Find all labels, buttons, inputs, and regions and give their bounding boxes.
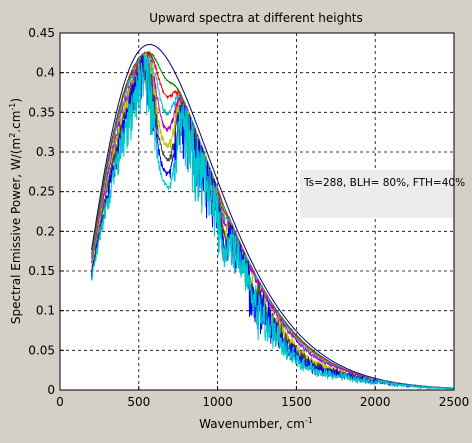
y-tick-label: 0.15 (28, 264, 55, 278)
y-tick-label: 0.1 (36, 304, 55, 318)
x-tick-label: 500 (127, 395, 150, 409)
y-tick-label: 0.4 (36, 66, 55, 80)
annotation-text: Ts=288, BLH= 80%, FTH=40% (303, 177, 465, 189)
y-tick-label: 0 (47, 383, 55, 397)
x-tick-label: 0 (56, 395, 64, 409)
chart-title: Upward spectra at different heights (149, 11, 363, 25)
x-tick-label: 2500 (439, 395, 470, 409)
x-axis: 0 500 1000 1500 2000 2500 (56, 386, 469, 409)
y-tick-label: 0.05 (28, 343, 55, 357)
y-tick-label: 0.2 (36, 224, 55, 238)
y-tick-label: 0.35 (28, 105, 55, 119)
series-line (91, 53, 455, 391)
y-axis-label: Spectral Emissive Power, W/(m2.cm-1) (8, 98, 23, 324)
y-tick-label: 0.3 (36, 145, 55, 159)
y-tick-label: 0.45 (28, 26, 55, 40)
x-tick-label: 1000 (202, 395, 233, 409)
series-group (91, 44, 455, 391)
x-axis-label: Wavenumber, cm-1 (199, 416, 313, 431)
y-tick-label: 0.25 (28, 185, 55, 199)
plot-frame (59, 32, 455, 391)
annotation-box (300, 170, 454, 218)
x-tick-label: 2000 (360, 395, 391, 409)
x-tick-label: 1500 (281, 395, 312, 409)
y-axis: 0 0.05 0.1 0.15 0.2 0.25 0.3 0.35 0.4 0.45 (28, 26, 64, 397)
